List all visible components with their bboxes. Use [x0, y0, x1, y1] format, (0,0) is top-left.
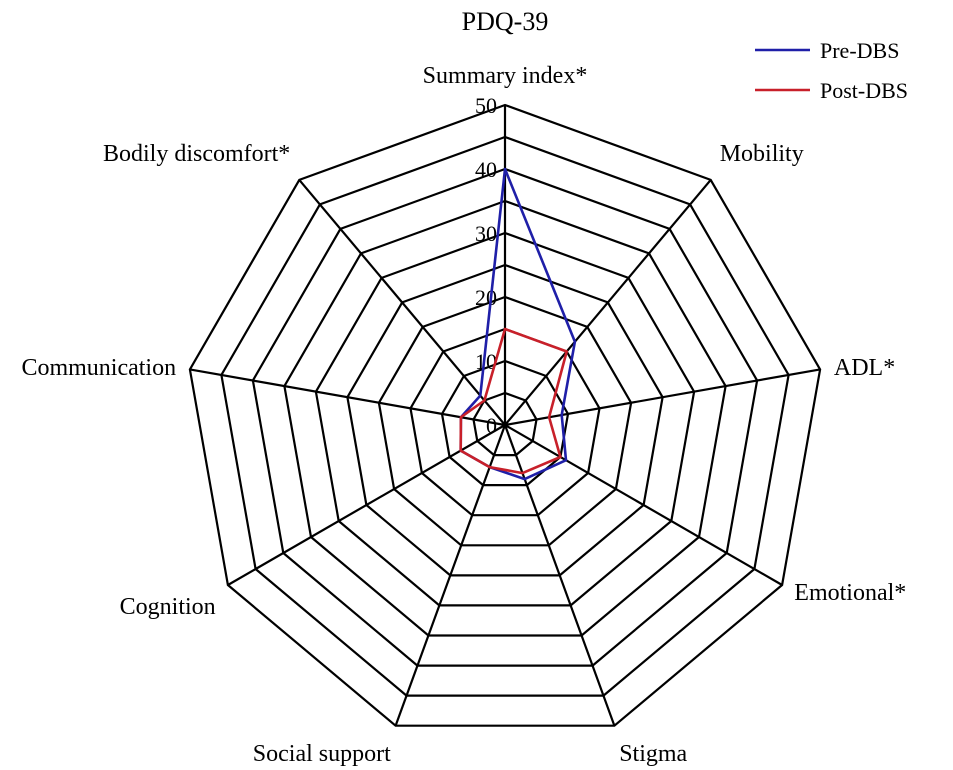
spoke-6 [227, 424, 506, 586]
tick-label-50: 50 [475, 93, 497, 118]
spoke-2 [504, 368, 821, 427]
series-post-dbs [459, 327, 569, 475]
grid-ring-10 [188, 103, 822, 727]
chart-title: PDQ-39 [462, 7, 549, 36]
legend-label-post-dbs: Post-DBS [820, 78, 908, 103]
spoke-8 [298, 179, 506, 426]
radar-grid [188, 103, 822, 727]
spoke-4 [503, 424, 616, 727]
axis-label-2: ADL* [834, 355, 895, 381]
axis-label-5: Social support [253, 741, 391, 767]
grid-ring-8 [251, 167, 759, 667]
grid-ring-9 [220, 135, 790, 697]
tick-label-0: 0 [486, 413, 497, 438]
data-series [459, 167, 577, 481]
tick-label-30: 30 [475, 221, 497, 246]
radar-spokes [189, 105, 821, 727]
spoke-3 [504, 424, 783, 586]
grid-ring-2 [440, 359, 570, 487]
axis-label-6: Cognition [120, 594, 216, 620]
tick-label-40: 40 [475, 157, 497, 182]
axis-label-0: Summary index* [423, 63, 588, 89]
grid-ring-6 [314, 231, 696, 607]
grid-ring-1 [472, 391, 538, 457]
spoke-1 [504, 179, 712, 426]
legend-label-pre-dbs: Pre-DBS [820, 38, 899, 63]
axis-label-8: Bodily discomfort* [103, 141, 290, 167]
axis-label-4: Stigma [619, 741, 687, 767]
grid-ring-5 [346, 263, 664, 577]
legend: Pre-DBS Post-DBS [755, 38, 908, 103]
axis-labels: Summary index* Mobility ADL* Emotional* Stig… [21, 63, 906, 767]
tick-label-10: 10 [475, 349, 497, 374]
axis-label-7: Communication [21, 355, 176, 381]
axis-label-1: Mobility [720, 141, 804, 167]
grid-ring-7 [283, 199, 727, 637]
tick-label-20: 20 [475, 285, 497, 310]
grid-ring-4 [377, 295, 633, 547]
series-pre-dbs [459, 167, 577, 481]
spoke-5 [394, 424, 507, 727]
grid-ring-3 [409, 327, 601, 517]
spoke-7 [189, 368, 506, 427]
axis-label-3: Emotional* [794, 580, 906, 606]
